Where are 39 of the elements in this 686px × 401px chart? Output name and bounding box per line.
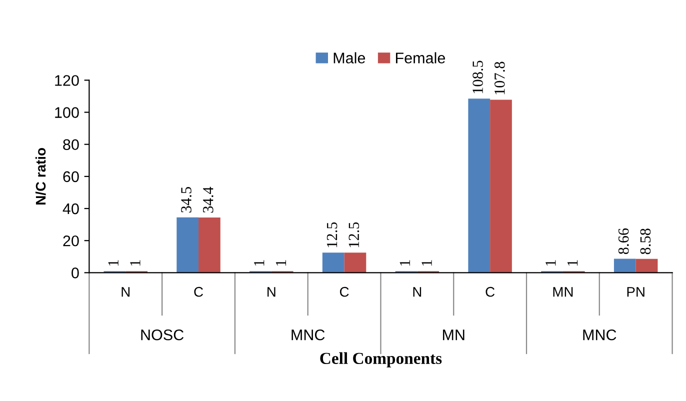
data-label: 8.58 bbox=[640, 228, 651, 254]
x-tick-label: N bbox=[268, 287, 276, 297]
data-label: 12.5 bbox=[326, 222, 338, 248]
legend-label: Male bbox=[334, 52, 366, 64]
y-tick-label: 120 bbox=[55, 75, 79, 86]
data-label: 34.4 bbox=[203, 186, 214, 213]
x-axis-title: Cell Components bbox=[320, 352, 442, 368]
text: MN bbox=[442, 330, 464, 340]
y-axis-title: N/C ratio bbox=[35, 148, 46, 204]
data-label: 108.5 bbox=[472, 60, 484, 94]
data-label: 1 bbox=[546, 260, 556, 266]
data-label: 1 bbox=[130, 260, 140, 266]
x-tick-label: MN bbox=[553, 287, 573, 297]
data-label: 8.66 bbox=[618, 228, 629, 254]
data-label: 1 bbox=[276, 260, 286, 266]
y-tick-label: 20 bbox=[63, 235, 79, 246]
legend-label: Female bbox=[396, 52, 445, 64]
data-label: 1 bbox=[400, 260, 410, 266]
data-label: 1 bbox=[422, 260, 432, 266]
y-tick-label: 100 bbox=[55, 107, 79, 118]
y-tick-label: 40 bbox=[62, 203, 79, 214]
y-tick-label: 0 bbox=[72, 268, 79, 278]
x-tick-label: C bbox=[486, 286, 495, 297]
x-tick-label: C bbox=[194, 286, 203, 297]
text: MNC bbox=[292, 329, 325, 340]
data-label: 34.5 bbox=[181, 187, 192, 212]
data-label: 107.8 bbox=[494, 62, 505, 94]
text: MNC bbox=[583, 329, 616, 340]
data-label: 12.5 bbox=[348, 222, 360, 248]
x-tick-label: N bbox=[413, 287, 422, 297]
data-label: 1 bbox=[567, 260, 578, 266]
x-tick-label: N bbox=[122, 287, 130, 297]
text: NOSC bbox=[141, 329, 184, 340]
data-label: 1 bbox=[108, 260, 118, 266]
x-tick-label: PN bbox=[627, 287, 644, 297]
y-tick-label: 60 bbox=[63, 171, 79, 182]
x-tick-label: C bbox=[340, 286, 349, 297]
y-tick-label: 80 bbox=[63, 139, 79, 150]
data-label: 1 bbox=[254, 260, 264, 266]
